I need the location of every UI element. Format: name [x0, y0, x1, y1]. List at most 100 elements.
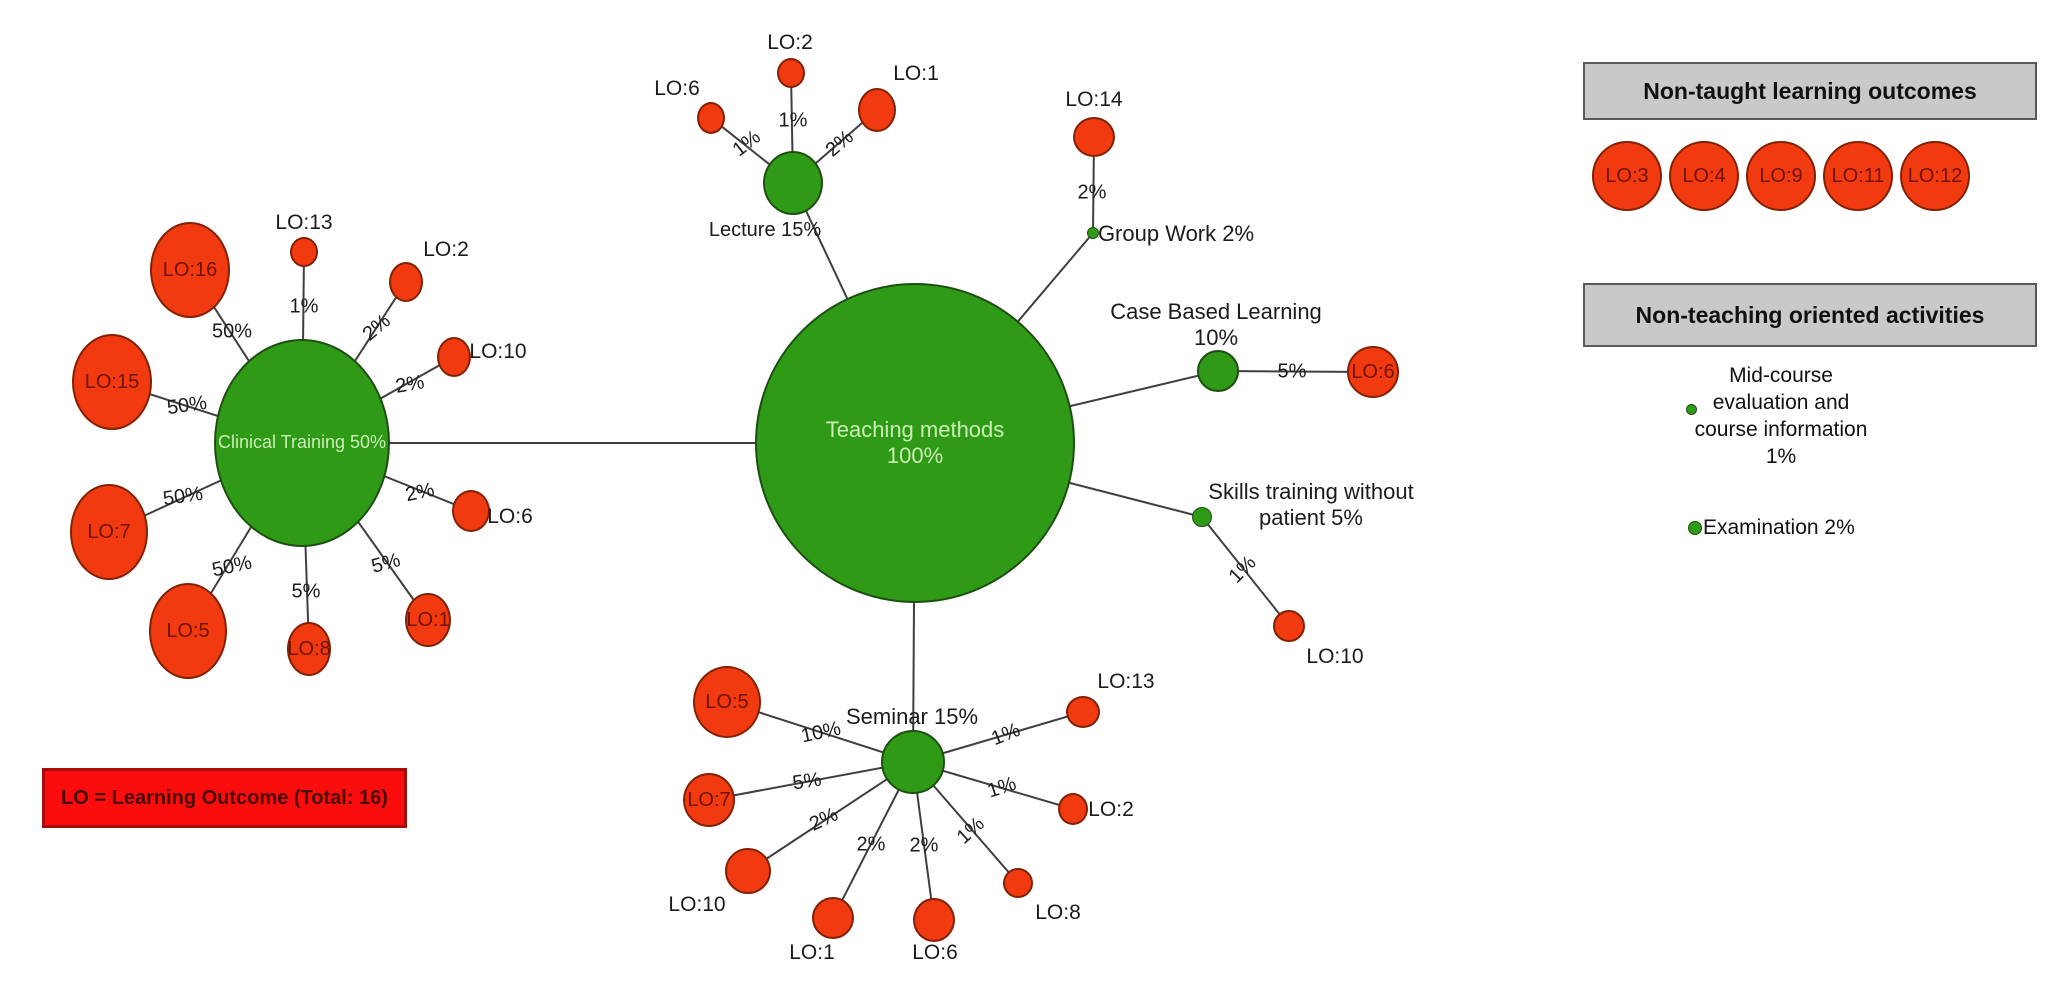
node-lo14 [1073, 117, 1115, 157]
node-lo16-label: LO:16 [162, 259, 218, 281]
node-lo13s-label-line: LO:13 [1097, 670, 1155, 693]
node-lo13-label-line: LO:13 [275, 211, 333, 234]
node-lo10l [437, 337, 471, 377]
node-lo6c: LO:6 [1347, 346, 1399, 398]
node-lo10l-label-line: LO:10 [469, 340, 527, 363]
node-lo15-label: LO:15 [84, 371, 140, 393]
node-lo2l-label: LO:2 [423, 237, 469, 263]
non-taught-circle-lo-3: LO:3 [1592, 141, 1662, 211]
non-taught-header-label: Non-taught learning outcomes [1643, 77, 1977, 104]
node-lo5l: LO:5 [149, 583, 227, 679]
node-lo16: LO:16 [150, 222, 230, 318]
node-lo7s: LO:7 [683, 773, 735, 827]
activity-midcourse-line: 1% [1765, 445, 1797, 468]
edge-label-clinical-lo16: 50% [211, 320, 253, 343]
node-lo13 [290, 237, 318, 267]
edge-label-seminar-lo6s: 2% [909, 834, 939, 857]
node-skills-label: Skills training without patient 5% [1208, 479, 1413, 531]
node-lo7l: LO:7 [70, 484, 148, 580]
node-lo5s-label: LO:5 [705, 691, 749, 713]
node-lo14-label: LO:14 [1065, 87, 1122, 113]
edge-seminar-lo10m [747, 761, 914, 872]
node-lo2t-label-line: LO:2 [767, 31, 813, 54]
node-lo1t-label-line: LO:1 [893, 62, 939, 85]
node-seminar [881, 730, 945, 794]
edge-seminar-lo7s [708, 761, 914, 801]
node-lecture-label-line: Lecture 15% [708, 219, 822, 241]
activity-midcourse-line: evaluation and [1712, 391, 1850, 414]
node-seminar-label-line: Seminar 15% [845, 704, 979, 729]
node-cbl [1197, 350, 1239, 392]
edge-label-clinical-lo8l: 5% [291, 580, 321, 603]
non-teaching-header: Non-teaching oriented activities [1583, 283, 2037, 347]
node-lo8l: LO:8 [287, 622, 331, 676]
node-teaching-label: 100% [886, 443, 944, 468]
legend-box: LO = Learning Outcome (Total: 16) [42, 768, 407, 828]
edge-label-groupwork-lo14: 2% [1077, 181, 1107, 204]
node-lo10m-label-line: LO:10 [668, 893, 726, 916]
node-lo10s-label-line: LO:10 [1306, 645, 1364, 668]
node-lo13-label: LO:13 [275, 210, 332, 236]
node-lo1t-label: LO:1 [893, 61, 939, 87]
node-lo6s-label: LO:6 [912, 940, 958, 966]
node-lo10m-label: LO:10 [668, 892, 725, 918]
legend-text: LO = Learning Outcome (Total: 16) [61, 786, 388, 809]
non-teaching-header-label: Non-teaching oriented activities [1635, 301, 1985, 328]
node-cbl-label-line: 10% [1193, 325, 1239, 350]
node-lo2s [1058, 793, 1088, 825]
node-lo6t-label: LO:6 [654, 76, 700, 102]
node-lo6c-label: LO:6 [1351, 361, 1395, 383]
node-lo2s-label-line: LO:2 [1088, 798, 1134, 821]
node-lo7s-label: LO:7 [687, 789, 731, 811]
activity-midcourse-line: course information [1694, 418, 1868, 441]
node-lo5s: LO:5 [693, 666, 761, 738]
node-seminar-label: Seminar 15% [846, 704, 978, 730]
non-taught-circle-label: LO:12 [1907, 164, 1963, 187]
node-lo1t [858, 88, 896, 132]
non-taught-circle-lo-11: LO:11 [1823, 141, 1893, 211]
node-groupwork [1087, 227, 1099, 239]
edge-label-clinical-lo10l: 2% [393, 371, 427, 398]
edge-label-seminar-lo1s: 2% [856, 833, 886, 856]
node-skills-label-line: patient 5% [1259, 505, 1363, 530]
node-lo1s [812, 897, 854, 939]
node-lo10s-label: LO:10 [1306, 644, 1363, 670]
node-cbl-label: Case Based Learning 10% [1110, 299, 1322, 351]
node-groupwork-label-line: Group Work 2% [1097, 221, 1255, 246]
node-lo1l-label: LO:1 [406, 609, 450, 631]
non-taught-circle-label: LO:4 [1682, 164, 1726, 187]
non-taught-circle-lo-12: LO:12 [1900, 141, 1970, 211]
node-lo10m [725, 848, 771, 894]
node-lo6t [697, 102, 725, 134]
activity-examination-label: Examination 2% [1703, 516, 1855, 539]
non-taught-circle-lo-9: LO:9 [1746, 141, 1816, 211]
node-skills-label-line: Skills training without [1208, 479, 1414, 504]
activity-midcourse-evaluation: Mid-course evaluation and course informa… [1686, 362, 1872, 470]
node-lo7l-label: LO:7 [87, 521, 131, 543]
node-lo2t-label: LO:2 [767, 30, 813, 56]
node-lo5l-label: LO:5 [166, 620, 210, 642]
non-taught-circle-lo-4: LO:4 [1669, 141, 1739, 211]
node-lo6t-label-line: LO:6 [654, 77, 700, 100]
non-taught-header: Non-taught learning outcomes [1583, 62, 2037, 120]
node-lo8l-label: LO:8 [287, 638, 331, 660]
node-lo8s-label-line: LO:8 [1035, 901, 1081, 924]
node-lo13s-label: LO:13 [1097, 669, 1154, 695]
node-lecture-label: Lecture 15% [709, 217, 821, 243]
node-lo1s-label-line: LO:1 [789, 941, 835, 964]
green-dot-icon [1686, 404, 1697, 415]
node-lo6s-label-line: LO:6 [912, 941, 958, 964]
node-lo1s-label: LO:1 [789, 940, 835, 966]
node-lo10l-label: LO:10 [469, 339, 526, 365]
node-lo8s-label: LO:8 [1035, 900, 1081, 926]
node-groupwork-label: Group Work 2% [1098, 221, 1254, 247]
edge-label-clinical-lo13: 1% [289, 295, 319, 318]
node-lo6s [913, 898, 955, 942]
node-lo2t [777, 58, 805, 88]
node-lo2l-label-line: LO:2 [423, 238, 469, 261]
node-lo2s-label: LO:2 [1088, 797, 1134, 823]
node-lo6l-label-line: LO:6 [487, 505, 533, 528]
activity-examination: Examination 2% [1688, 516, 1855, 540]
node-lo8s [1003, 868, 1033, 898]
non-taught-circle-label: LO:9 [1759, 164, 1803, 187]
